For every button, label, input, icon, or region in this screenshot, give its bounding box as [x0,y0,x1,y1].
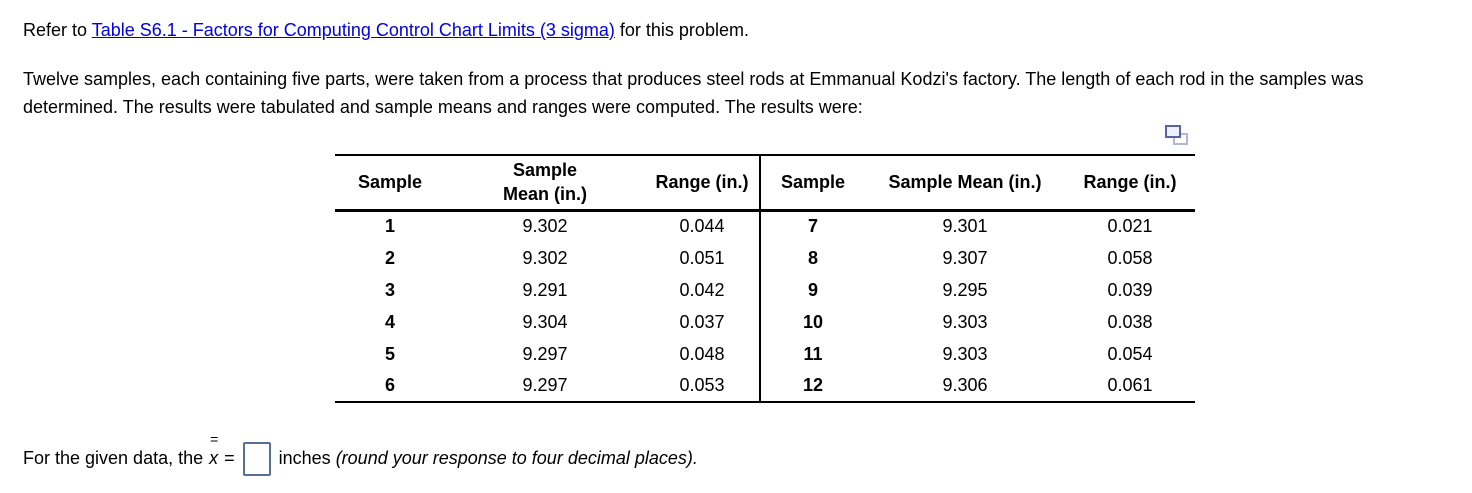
table-row: 4 9.304 0.037 10 9.303 0.038 [335,306,1195,338]
refer-suffix-text: for this problem. [614,20,749,40]
sample-number-cell: 3 [384,279,395,300]
sample-mean-cell: 9.302 [522,247,568,268]
sample-mean-cell: 9.302 [522,216,568,237]
x-double-bar-symbol: = x [208,432,219,470]
sample-number-cell: 2 [384,247,395,268]
table-row: 5 9.297 0.048 11 9.303 0.054 [335,338,1195,370]
range-cell: 0.039 [1107,279,1153,300]
sample-number-cell: 8 [807,247,818,268]
sample-number-cell: 12 [802,375,824,395]
range-cell: 0.058 [1107,247,1153,268]
header-sample-left: Sample [335,155,445,212]
sample-number-cell: 4 [384,311,395,332]
double-bar-mark: = [210,430,219,447]
table-row: 2 9.302 0.051 8 9.307 0.058 [335,242,1195,274]
sample-mean-cell: 9.306 [942,375,988,395]
sample-number-cell: 10 [802,311,824,332]
sample-number-cell: 1 [384,216,395,237]
header-sample-mean-right: Sample Mean (in.) [865,155,1065,212]
question-line: For the given data, the = x = inches (rou… [23,432,1449,476]
rounding-note-text: (round your response to four decimal pla… [335,447,698,468]
range-cell: 0.044 [645,210,761,242]
range-cell: 0.051 [645,242,761,274]
x-symbol: x [209,447,219,468]
table-row: 6 9.297 0.053 12 9.306 0.061 [335,370,1195,402]
copy-table-icon[interactable] [1165,125,1189,147]
sample-number-cell: 11 [803,343,823,364]
table-s61-link[interactable]: Table S6.1 - Factors for Computing Contr… [91,20,615,40]
problem-statement: Twelve samples, each containing five par… [23,69,1364,117]
header-sample-right: Sample [760,155,865,212]
sample-mean-cell: 9.307 [942,247,988,268]
range-cell: 0.021 [1107,216,1153,237]
range-cell: 0.037 [645,306,761,338]
unit-text: inches [273,447,336,468]
sample-mean-cell: 9.297 [522,343,568,364]
sample-mean-cell: 9.304 [522,311,568,332]
range-cell: 0.048 [645,338,761,370]
range-cell: 0.042 [645,274,761,306]
sample-mean-cell: 9.297 [522,375,568,395]
table-row: 1 9.302 0.044 7 9.301 0.021 [335,210,1195,242]
range-cell: 0.038 [1107,311,1153,332]
answer-input[interactable] [242,442,271,476]
sample-mean-cell: 9.295 [942,279,988,300]
table-header-row: Sample Sample Mean (in.) Range (in.) Sam… [335,155,1195,212]
equals-sign: = [219,447,240,468]
sample-mean-cell: 9.303 [942,343,988,364]
range-cell: 0.054 [1107,343,1153,364]
range-cell: 0.061 [1107,375,1153,395]
sample-number-cell: 6 [384,375,395,395]
sample-mean-cell: 9.303 [942,311,988,332]
sample-number-cell: 5 [384,343,395,364]
refer-line: Refer to Table S6.1 - Factors for Comput… [23,19,1449,41]
sample-number-cell: 7 [807,216,818,237]
header-range-left: Range (in.) [645,155,761,212]
header-sample-mean-left: Sample Mean (in.) [445,155,645,212]
sample-mean-cell: 9.301 [942,216,988,237]
question-prefix-text: For the given data, the [23,447,209,468]
copy-icon-front-square [1165,125,1181,138]
range-cell: 0.053 [645,370,761,402]
header-range-right: Range (in.) [1065,155,1195,212]
samples-table: Sample Sample Mean (in.) Range (in.) Sam… [335,154,1195,403]
sample-number-cell: 9 [807,279,818,300]
sample-mean-cell: 9.291 [522,279,568,300]
refer-prefix-text: Refer to [23,20,92,40]
table-row: 3 9.291 0.042 9 9.295 0.039 [335,274,1195,306]
samples-table-area: Sample Sample Mean (in.) Range (in.) Sam… [335,125,1195,403]
